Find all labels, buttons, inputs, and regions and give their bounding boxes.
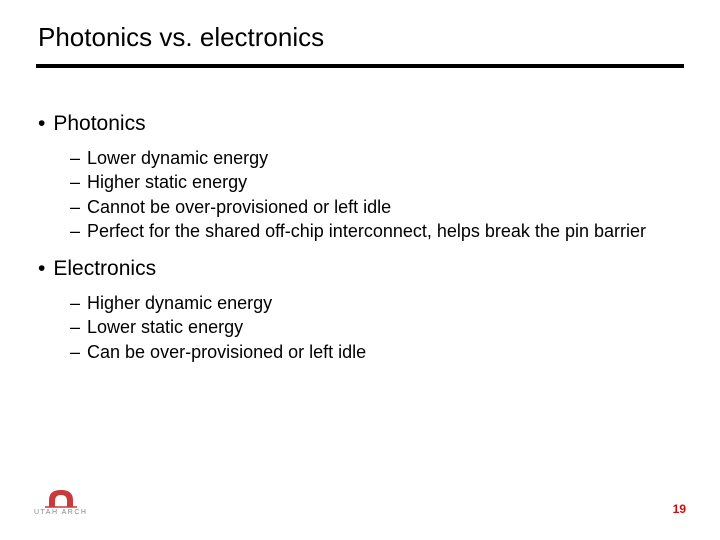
logo: UTAH ARCH bbox=[34, 486, 87, 516]
list-item-text: Cannot be over-provisioned or left idle bbox=[87, 195, 678, 219]
list-item: – Higher static energy bbox=[70, 170, 678, 194]
section-heading: • Electronics bbox=[38, 257, 678, 281]
dash-icon: – bbox=[70, 170, 80, 194]
dash-icon: – bbox=[70, 315, 80, 339]
section-heading-text: Electronics bbox=[53, 257, 156, 281]
section-heading: • Photonics bbox=[38, 112, 678, 136]
list-item-text: Lower static energy bbox=[87, 315, 678, 339]
bullet-dot-icon: • bbox=[38, 257, 45, 281]
dash-icon: – bbox=[70, 146, 80, 170]
dash-icon: – bbox=[70, 340, 80, 364]
list-item: – Can be over-provisioned or left idle bbox=[70, 340, 678, 364]
list-item-text: Lower dynamic energy bbox=[87, 146, 678, 170]
list-item: – Higher dynamic energy bbox=[70, 291, 678, 315]
list-item: – Perfect for the shared off-chip interc… bbox=[70, 219, 678, 243]
arch-icon bbox=[43, 486, 79, 508]
dash-icon: – bbox=[70, 219, 80, 243]
logo-text: UTAH ARCH bbox=[34, 509, 87, 516]
content-area: • Photonics – Lower dynamic energy – Hig… bbox=[38, 112, 678, 378]
sub-list: – Higher dynamic energy – Lower static e… bbox=[70, 291, 678, 364]
list-item-text: Higher dynamic energy bbox=[87, 291, 678, 315]
list-item: – Lower dynamic energy bbox=[70, 146, 678, 170]
list-item: – Cannot be over-provisioned or left idl… bbox=[70, 195, 678, 219]
slide-title: Photonics vs. electronics bbox=[38, 22, 324, 53]
title-rule bbox=[36, 64, 684, 68]
footer: UTAH ARCH 19 bbox=[34, 486, 686, 516]
section-heading-text: Photonics bbox=[53, 112, 145, 136]
sub-list: – Lower dynamic energy – Higher static e… bbox=[70, 146, 678, 243]
page-number: 19 bbox=[673, 502, 686, 516]
dash-icon: – bbox=[70, 291, 80, 315]
list-item: – Lower static energy bbox=[70, 315, 678, 339]
list-item-text: Perfect for the shared off-chip intercon… bbox=[87, 219, 678, 243]
list-item-text: Higher static energy bbox=[87, 170, 678, 194]
slide: Photonics vs. electronics • Photonics – … bbox=[0, 0, 720, 540]
bullet-dot-icon: • bbox=[38, 112, 45, 136]
list-item-text: Can be over-provisioned or left idle bbox=[87, 340, 678, 364]
dash-icon: – bbox=[70, 195, 80, 219]
